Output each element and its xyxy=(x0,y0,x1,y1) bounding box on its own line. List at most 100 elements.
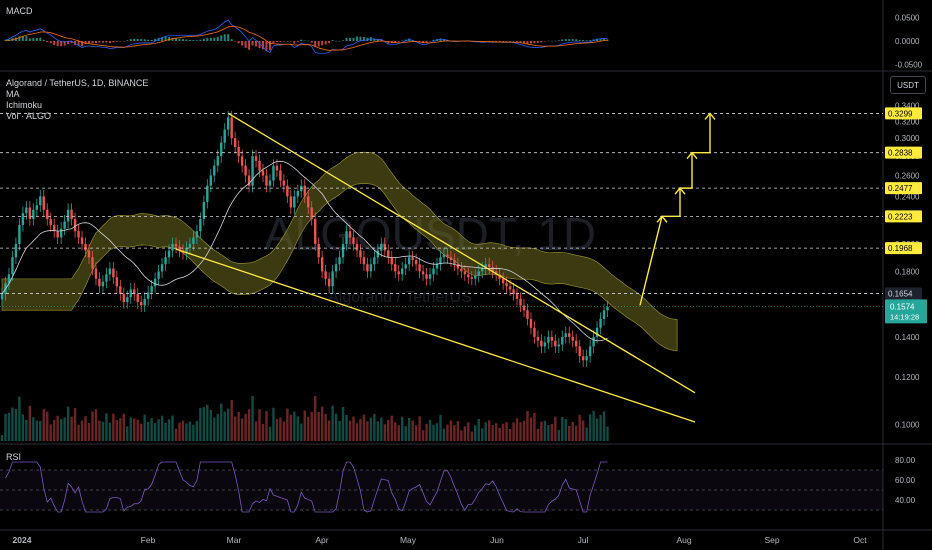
level-badge xyxy=(885,182,922,195)
candle-body xyxy=(481,268,484,272)
macd-histogram-bar xyxy=(251,41,254,46)
projection-path xyxy=(639,113,711,306)
candle-body xyxy=(122,294,125,303)
candle-body xyxy=(331,271,334,287)
macd-histogram-bar xyxy=(338,40,341,42)
candle-body xyxy=(599,318,602,328)
volume-bar xyxy=(592,411,595,441)
candle-body xyxy=(77,231,80,238)
candle-body xyxy=(140,302,143,306)
volume-bar xyxy=(477,419,480,441)
candle-body xyxy=(275,165,279,171)
candle-body xyxy=(279,170,282,181)
volume-bar xyxy=(547,425,550,441)
macd-histogram-bar xyxy=(213,37,216,41)
macd-histogram-bar xyxy=(77,41,80,46)
macd-tick-label: 0.0500 xyxy=(895,14,920,23)
candle-body xyxy=(543,342,547,347)
candle-body xyxy=(359,250,362,258)
macd-histogram-bar xyxy=(32,37,35,41)
macd-histogram-bar xyxy=(265,41,268,51)
macd-histogram-bar xyxy=(272,41,275,44)
candle-body xyxy=(595,327,599,337)
macd-histogram-bar xyxy=(289,41,292,42)
price-pane xyxy=(0,110,883,441)
macd-histogram-bar xyxy=(192,40,195,41)
legend-ma[interactable]: MA xyxy=(6,89,20,99)
volume-bar xyxy=(272,407,275,441)
candle-body xyxy=(0,294,4,300)
candle-body xyxy=(421,271,425,275)
candle-body xyxy=(327,278,331,287)
level-label: 0.2223 xyxy=(888,212,913,221)
volume-bar xyxy=(150,418,153,441)
candle-body xyxy=(233,138,237,148)
macd-histogram-bar xyxy=(425,41,428,43)
volume-bar xyxy=(320,406,324,441)
volume-bar xyxy=(140,423,143,441)
candle-body xyxy=(571,336,574,341)
macd-histogram-bar xyxy=(422,41,425,44)
volume-bar xyxy=(310,411,313,441)
macd-histogram-bar xyxy=(161,37,164,41)
currency-button[interactable]: USDT xyxy=(890,76,926,94)
candle-body xyxy=(366,264,369,272)
volume-bar xyxy=(0,435,4,441)
candle-body xyxy=(310,207,313,220)
macd-histogram-bar xyxy=(53,41,56,46)
volume-bar xyxy=(602,411,606,441)
symbol-title[interactable]: Algorand / TetherUS, 1D, BINANCE xyxy=(6,78,149,88)
volume-bar xyxy=(359,418,362,441)
macd-histogram-bar xyxy=(328,41,331,44)
macd-histogram-bar xyxy=(523,41,525,44)
candle-body xyxy=(21,213,25,226)
candle-body xyxy=(174,243,178,247)
volume-bar xyxy=(449,420,453,441)
candle-body xyxy=(112,268,115,278)
candle-body xyxy=(394,264,397,272)
volume-bar xyxy=(199,407,202,441)
candle-body xyxy=(178,246,181,251)
volume-bar xyxy=(279,417,282,441)
candle-body xyxy=(460,268,463,272)
macd-histogram-bar xyxy=(168,37,171,41)
time-axis[interactable]: 2024 Feb Mar Apr May Jun Jul Aug Sep Oct xyxy=(13,535,868,545)
candle-body xyxy=(73,219,77,232)
volume-bar xyxy=(488,420,491,441)
macd-histogram-bar xyxy=(74,41,77,46)
candle-body xyxy=(133,289,136,295)
macd-histogram-bar xyxy=(592,39,595,41)
macd-histogram-bar xyxy=(512,41,515,42)
candle-body xyxy=(383,243,386,251)
volume-bar xyxy=(380,417,383,441)
level-badge xyxy=(885,210,922,223)
macd-histogram-bar xyxy=(108,41,111,44)
volume-bar xyxy=(581,420,585,441)
macd-legend[interactable]: MACD xyxy=(6,6,33,16)
candle-body xyxy=(401,268,404,275)
macd-histogram-bar xyxy=(488,41,491,42)
upper-trendline xyxy=(227,112,696,394)
volume-bar xyxy=(588,414,592,441)
macd-histogram-bar xyxy=(195,40,198,41)
macd-histogram-bar xyxy=(255,41,258,47)
volume-bar xyxy=(606,426,609,441)
volume-bar xyxy=(307,416,310,441)
volume-bar xyxy=(181,420,185,441)
macd-histogram-bar xyxy=(126,40,129,41)
macd-histogram-bar xyxy=(442,39,445,41)
candle-body xyxy=(153,278,157,287)
macd-histogram-bar xyxy=(21,35,24,41)
volume-bar xyxy=(338,420,341,441)
legend-volume[interactable]: Vol · ALGO xyxy=(6,111,52,121)
price-axis[interactable]: 0.34000.32000.30000.28000.26000.24000.22… xyxy=(885,14,927,505)
volume-bar xyxy=(501,423,505,441)
volume-bar xyxy=(425,423,428,441)
legend-ichimoku[interactable]: Ichimoku xyxy=(6,100,43,110)
volume-bar xyxy=(157,419,160,441)
rsi-legend[interactable]: RSI xyxy=(6,452,22,462)
candle-body xyxy=(602,310,606,319)
candle-body xyxy=(296,190,299,197)
candle-body xyxy=(157,271,160,279)
